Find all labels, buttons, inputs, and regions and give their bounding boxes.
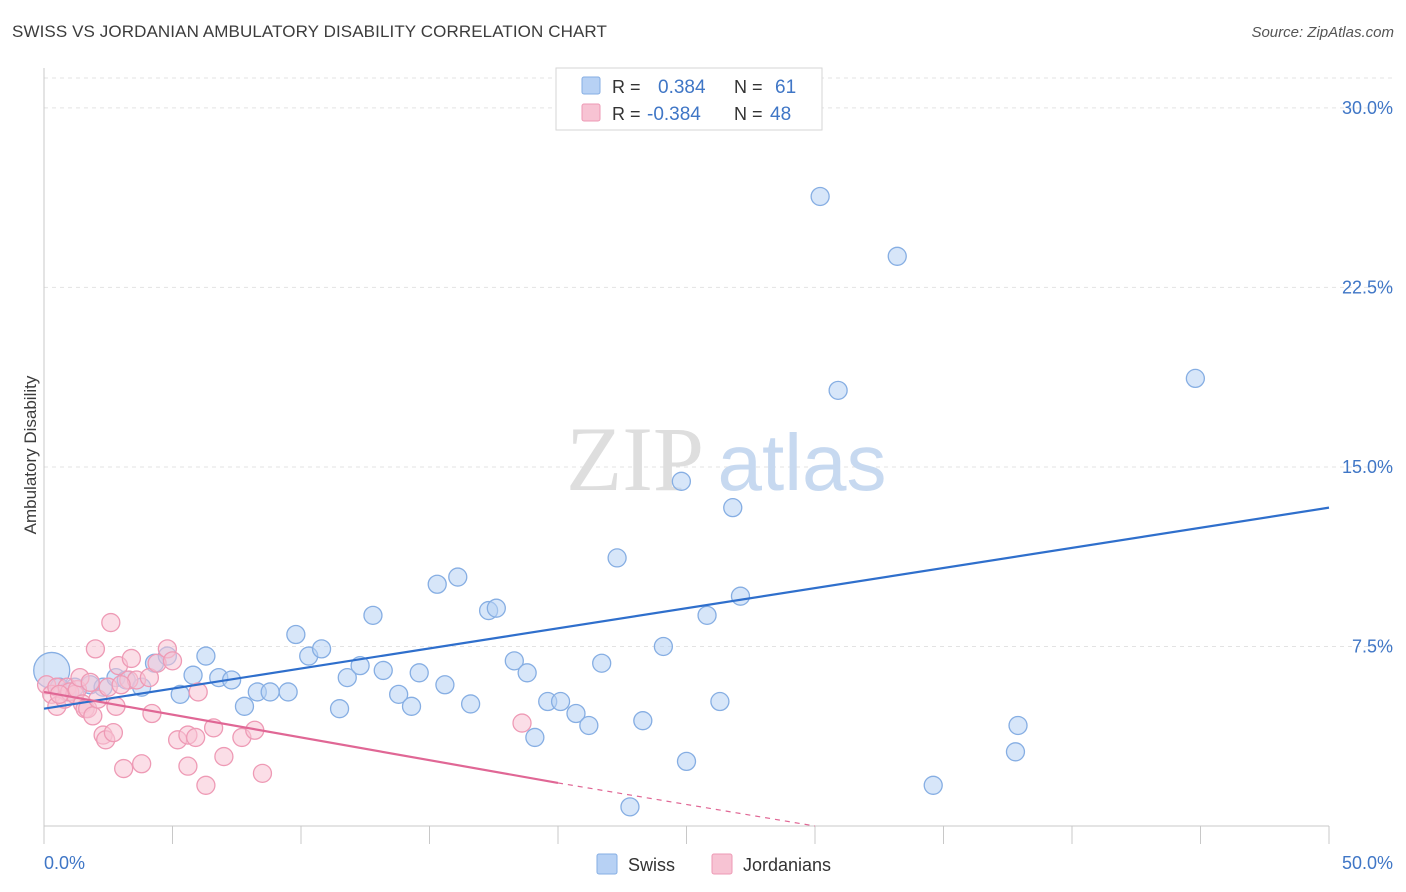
point-swiss-25 [350, 655, 370, 676]
point-swiss-44 [592, 653, 612, 673]
trend-line-jordanians [43, 690, 559, 784]
trend-line-jordanians-extension [557, 782, 816, 827]
y-tick-label-1: 15.0% [1342, 457, 1393, 477]
point-swiss-24 [337, 667, 357, 688]
data-points [33, 186, 1206, 817]
x-tick-label-max: 50.0% [1342, 853, 1393, 873]
bottom-legend-label-swiss: Swiss [628, 855, 675, 875]
gridlines [44, 77, 1392, 647]
chart-title: SWISS VS JORDANIAN AMBULATORY DISABILITY… [12, 22, 607, 41]
point-jordanians-45 [512, 713, 532, 733]
point-swiss-38 [517, 663, 537, 683]
point-jordanians-20 [101, 612, 121, 633]
point-jordanians-46 [111, 675, 131, 695]
point-jordanians-24 [114, 758, 134, 779]
point-swiss-57 [887, 246, 907, 266]
point-jordanians-13 [80, 672, 100, 693]
point-jordanians-36 [178, 756, 198, 776]
point-swiss-52 [710, 691, 730, 712]
point-swiss-33 [448, 567, 468, 587]
point-swiss-48 [653, 636, 674, 657]
point-swiss-49 [671, 471, 692, 491]
legend-r-label-jordanians: R = [612, 104, 641, 124]
y-tick-label-0: 7.5% [1352, 636, 1393, 656]
y-axis-label: Ambulatory Disability [21, 375, 40, 534]
point-swiss-55 [810, 186, 830, 207]
y-tick-label-3: 30.0% [1342, 98, 1393, 118]
point-swiss-22 [311, 639, 332, 659]
point-swiss-16 [234, 696, 255, 716]
point-jordanians-38 [188, 682, 208, 702]
point-swiss-41 [550, 691, 571, 712]
trend-line-swiss [43, 506, 1330, 710]
point-jordanians-14 [83, 706, 103, 726]
point-swiss-23 [329, 699, 350, 719]
point-swiss-29 [401, 696, 422, 716]
x-tick-label-min: 0.0% [44, 853, 85, 873]
axes: 7.5% 15.0% 22.5% 30.0% [43, 68, 1393, 844]
point-swiss-28 [389, 684, 409, 704]
legend-swatch-swiss [581, 76, 601, 95]
point-swiss-19 [278, 682, 298, 702]
point-swiss-39 [525, 727, 545, 748]
point-jordanians-15 [85, 639, 106, 659]
trend-lines [43, 506, 1330, 827]
point-swiss-31 [427, 574, 447, 594]
point-swiss-54 [730, 586, 751, 606]
point-swiss-51 [697, 605, 717, 626]
point-swiss-53 [723, 497, 743, 518]
correlation-legend: R = 0.384 N = 61 R = -0.384 N = 48 [555, 67, 823, 131]
legend-n-value-jordanians: 48 [770, 104, 791, 125]
watermark-zip: ZIP [566, 408, 704, 510]
point-swiss-60 [1008, 715, 1028, 736]
point-jordanians-44 [252, 763, 273, 783]
watermark-atlas: atlas [718, 418, 887, 507]
legend-r-value-jordanians: -0.384 [647, 104, 701, 125]
point-jordanians-28 [132, 754, 152, 774]
point-swiss-36 [486, 598, 506, 618]
point-jordanians-30 [142, 703, 162, 724]
bottom-legend-label-jordanians: Jordanians [743, 855, 831, 875]
point-swiss-37 [504, 651, 524, 671]
point-jordanians-26 [121, 648, 142, 669]
y-tick-label-2: 22.5% [1342, 277, 1393, 297]
point-swiss-47 [633, 711, 653, 731]
point-jordanians-37 [185, 727, 206, 748]
source-credit: Source: ZipAtlas.com [1251, 24, 1394, 41]
legend-n-value-swiss: 61 [775, 77, 796, 98]
point-swiss-13 [196, 646, 216, 666]
point-swiss-59 [1005, 742, 1026, 762]
point-jordanians-33 [162, 651, 183, 671]
bottom-legend-swatch-jordanians [711, 853, 733, 875]
point-jordanians-21 [103, 722, 124, 743]
series-legend: Swiss Jordanians [596, 853, 831, 875]
point-jordanians-39 [196, 775, 216, 795]
point-swiss-30 [409, 663, 429, 683]
point-swiss-12 [183, 665, 203, 685]
bottom-legend-swatch-swiss [596, 853, 618, 875]
point-swiss-45 [607, 548, 627, 568]
point-swiss-26 [363, 605, 383, 626]
point-swiss-42 [566, 703, 586, 724]
point-swiss-50 [676, 751, 697, 772]
point-jordanians-41 [214, 746, 234, 767]
point-swiss-56 [828, 380, 848, 401]
point-swiss-61 [1185, 368, 1206, 389]
point-swiss-58 [923, 775, 943, 795]
legend-r-value-swiss: 0.384 [658, 77, 706, 98]
legend-r-label-swiss: R = [612, 77, 641, 97]
point-swiss-34 [460, 694, 481, 714]
legend-n-label-swiss: N = [734, 77, 763, 97]
point-swiss-46 [620, 797, 640, 817]
point-swiss-20 [286, 624, 306, 645]
point-swiss-18 [260, 682, 280, 702]
point-swiss-27 [373, 660, 393, 681]
legend-swatch-jordanians [581, 103, 601, 122]
legend-n-label-jordanians: N = [734, 104, 763, 124]
point-swiss-32 [435, 675, 455, 695]
point-swiss-43 [579, 715, 599, 736]
